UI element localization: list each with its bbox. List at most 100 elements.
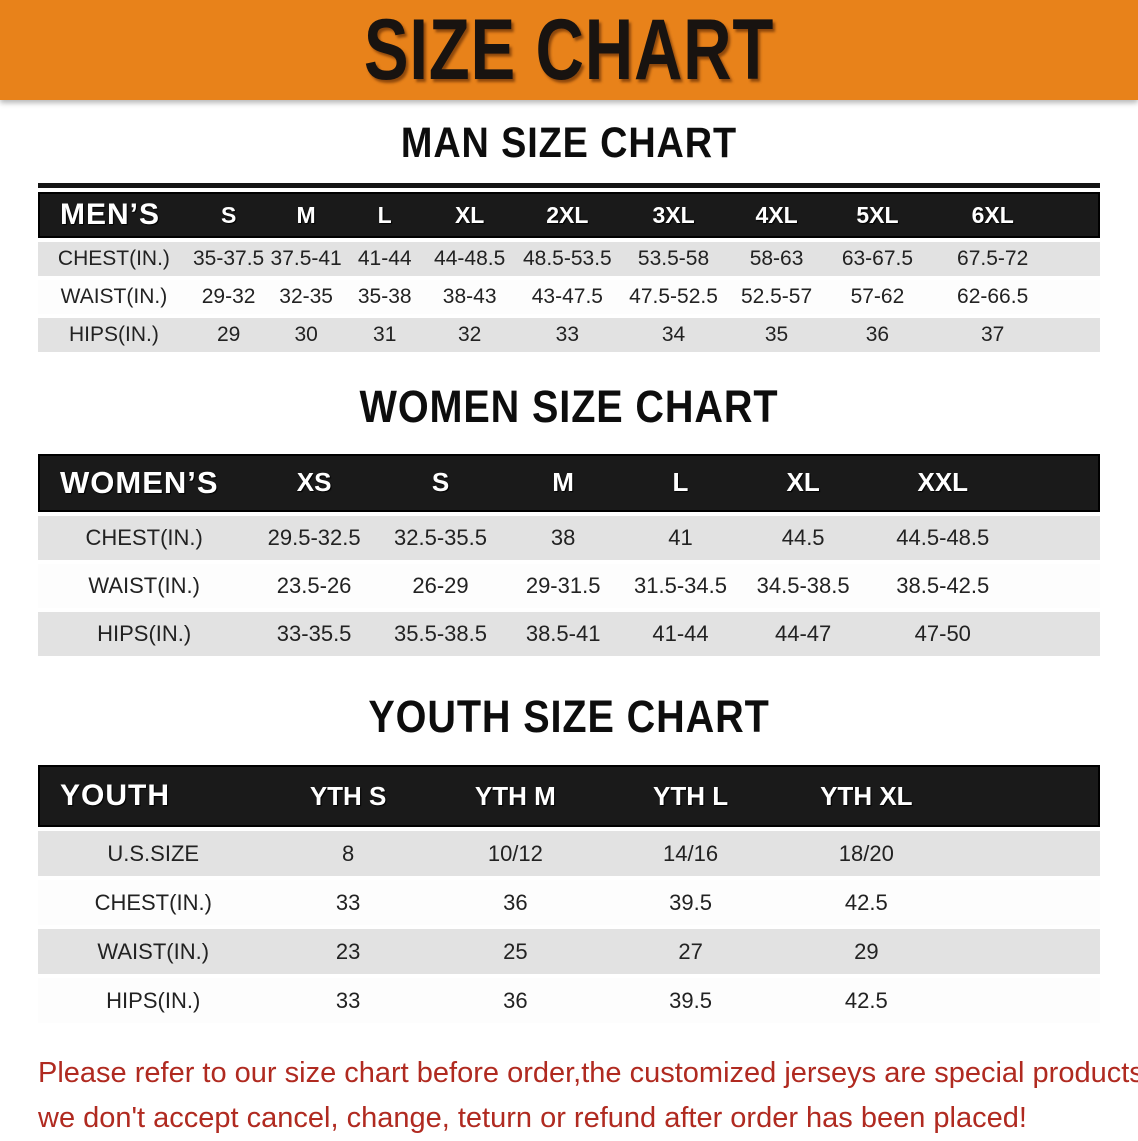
size-column-header: YTH XL bbox=[778, 765, 955, 828]
size-value-cell: 37.5-41 bbox=[267, 242, 345, 277]
size-value-cell: 23 bbox=[268, 929, 428, 975]
size-value-cell: 35-37.5 bbox=[189, 242, 268, 277]
size-value-cell: 44-47 bbox=[737, 611, 869, 656]
size-value-cell: 63-67.5 bbox=[825, 242, 929, 277]
size-value-cell: 52.5-57 bbox=[727, 280, 826, 315]
size-value-cell: 31 bbox=[344, 318, 425, 353]
size-value-cell: 35-38 bbox=[344, 280, 425, 315]
size-value-cell: 33-35.5 bbox=[250, 611, 378, 656]
youth-size-table-wrap: YOUTH YTH S YTH M YTH L YTH XL U.S.SIZE 8 10/12… bbox=[38, 761, 1100, 1027]
row-label: U.S.SIZE bbox=[38, 831, 269, 877]
size-value-cell: 36 bbox=[427, 978, 603, 1024]
youth-section-title: YOUTH SIZE CHART bbox=[0, 692, 1138, 742]
table-corner-label: YOUTH bbox=[38, 765, 269, 828]
row-filler bbox=[1017, 515, 1100, 560]
size-value-cell: 30 bbox=[267, 318, 345, 353]
header-filler bbox=[1056, 192, 1100, 239]
banner-title: SIZE CHART bbox=[363, 2, 775, 98]
row-filler bbox=[1056, 280, 1100, 315]
size-column-header: XL bbox=[424, 192, 515, 239]
header-row: YOUTH YTH S YTH M YTH L YTH XL bbox=[38, 765, 1100, 828]
size-value-cell: 35.5-38.5 bbox=[377, 611, 504, 656]
size-column-header: M bbox=[267, 192, 345, 239]
table-row: CHEST(IN.) 29.5-32.5 32.5-35.5 38 41 44.5 44.5… bbox=[38, 515, 1100, 560]
size-column-header: 2XL bbox=[514, 192, 620, 239]
size-value-cell: 32.5-35.5 bbox=[377, 515, 504, 560]
women-section-title-text: WOMEN SIZE CHART bbox=[359, 381, 779, 433]
size-value-cell: 36 bbox=[427, 880, 603, 926]
row-label: WAIST(IN.) bbox=[38, 563, 251, 608]
size-value-cell: 34.5-38.5 bbox=[737, 563, 869, 608]
size-value-cell: 26-29 bbox=[377, 563, 504, 608]
size-column-header: YTH M bbox=[427, 765, 603, 828]
row-label: CHEST(IN.) bbox=[38, 880, 269, 926]
youth-section-title-text: YOUTH SIZE CHART bbox=[368, 690, 770, 742]
order-policy-note: Please refer to our size chart before or… bbox=[38, 1051, 1138, 1141]
size-value-cell: 34 bbox=[619, 318, 728, 353]
size-value-cell: 44-48.5 bbox=[424, 242, 515, 277]
header-filler bbox=[1017, 453, 1100, 512]
size-value-cell: 62-66.5 bbox=[928, 280, 1057, 315]
table-row: WAIST(IN.) 23.5-26 26-29 29-31.5 31.5-34.5 34… bbox=[38, 563, 1100, 608]
table-row: WAIST(IN.) 23 25 27 29 bbox=[38, 929, 1100, 975]
size-value-cell: 25 bbox=[427, 929, 603, 975]
size-column-header: L bbox=[623, 453, 738, 512]
row-filler bbox=[954, 880, 1100, 926]
table-corner-label: MEN’S bbox=[38, 192, 190, 239]
size-value-cell: 38.5-41 bbox=[503, 611, 624, 656]
row-filler bbox=[1017, 563, 1100, 608]
size-column-header: YTH S bbox=[268, 765, 428, 828]
size-column-header: S bbox=[189, 192, 268, 239]
table-row: CHEST(IN.) 33 36 39.5 42.5 bbox=[38, 880, 1100, 926]
size-value-cell: 39.5 bbox=[602, 880, 779, 926]
row-label: CHEST(IN.) bbox=[38, 515, 251, 560]
size-value-cell: 14/16 bbox=[602, 831, 779, 877]
row-filler bbox=[954, 831, 1100, 877]
size-value-cell: 29.5-32.5 bbox=[250, 515, 378, 560]
size-column-header: XL bbox=[737, 453, 869, 512]
size-value-cell: 33 bbox=[268, 880, 428, 926]
size-value-cell: 35 bbox=[727, 318, 826, 353]
size-value-cell: 39.5 bbox=[602, 978, 779, 1024]
row-filler bbox=[954, 929, 1100, 975]
row-filler bbox=[1056, 318, 1100, 353]
size-value-cell: 29 bbox=[778, 929, 955, 975]
size-value-cell: 10/12 bbox=[427, 831, 603, 877]
size-value-cell: 58-63 bbox=[727, 242, 826, 277]
row-filler bbox=[954, 978, 1100, 1024]
size-value-cell: 41-44 bbox=[623, 611, 738, 656]
size-column-header: 4XL bbox=[727, 192, 826, 239]
women-size-table: WOMEN’S XS S M L XL XXL CHEST(IN.) 29.5-32.5 32.5… bbox=[38, 450, 1100, 660]
row-label: HIPS(IN.) bbox=[38, 318, 190, 353]
size-column-header: XS bbox=[250, 453, 378, 512]
table-corner-label: WOMEN’S bbox=[38, 453, 251, 512]
table-row: CHEST(IN.) 35-37.5 37.5-41 41-44 44-48.5 48.5… bbox=[38, 242, 1100, 277]
row-label: HIPS(IN.) bbox=[38, 978, 269, 1024]
size-value-cell: 44.5 bbox=[737, 515, 869, 560]
order-policy-note-line2: we don't accept cancel, change, teturn o… bbox=[38, 1102, 1027, 1135]
size-value-cell: 33 bbox=[514, 318, 620, 353]
size-column-header: XXL bbox=[868, 453, 1018, 512]
size-value-cell: 47.5-52.5 bbox=[619, 280, 728, 315]
size-column-header: S bbox=[377, 453, 504, 512]
size-value-cell: 38.5-42.5 bbox=[868, 563, 1018, 608]
size-value-cell: 57-62 bbox=[825, 280, 929, 315]
size-chart-banner: SIZE CHART bbox=[0, 0, 1138, 100]
size-value-cell: 29 bbox=[189, 318, 268, 353]
man-size-table-wrap: MEN’S S M L XL 2XL 3XL 4XL 5XL 6XL CHEST(IN.) 35-37… bbox=[38, 183, 1100, 356]
man-size-table: MEN’S S M L XL 2XL 3XL 4XL 5XL 6XL CHEST(IN.) 35-37… bbox=[38, 188, 1100, 356]
table-row: HIPS(IN.) 33 36 39.5 42.5 bbox=[38, 978, 1100, 1024]
size-value-cell: 37 bbox=[928, 318, 1057, 353]
size-value-cell: 29-32 bbox=[189, 280, 268, 315]
size-value-cell: 41 bbox=[623, 515, 738, 560]
row-label: WAIST(IN.) bbox=[38, 280, 190, 315]
table-row: HIPS(IN.) 33-35.5 35.5-38.5 38.5-41 41-44 44-… bbox=[38, 611, 1100, 656]
size-value-cell: 33 bbox=[268, 978, 428, 1024]
size-value-cell: 8 bbox=[268, 831, 428, 877]
size-value-cell: 18/20 bbox=[778, 831, 955, 877]
size-value-cell: 53.5-58 bbox=[619, 242, 728, 277]
size-column-header: 3XL bbox=[619, 192, 728, 239]
man-section-title: MAN SIZE CHART bbox=[0, 119, 1138, 167]
size-value-cell: 38 bbox=[503, 515, 624, 560]
size-value-cell: 43-47.5 bbox=[514, 280, 620, 315]
